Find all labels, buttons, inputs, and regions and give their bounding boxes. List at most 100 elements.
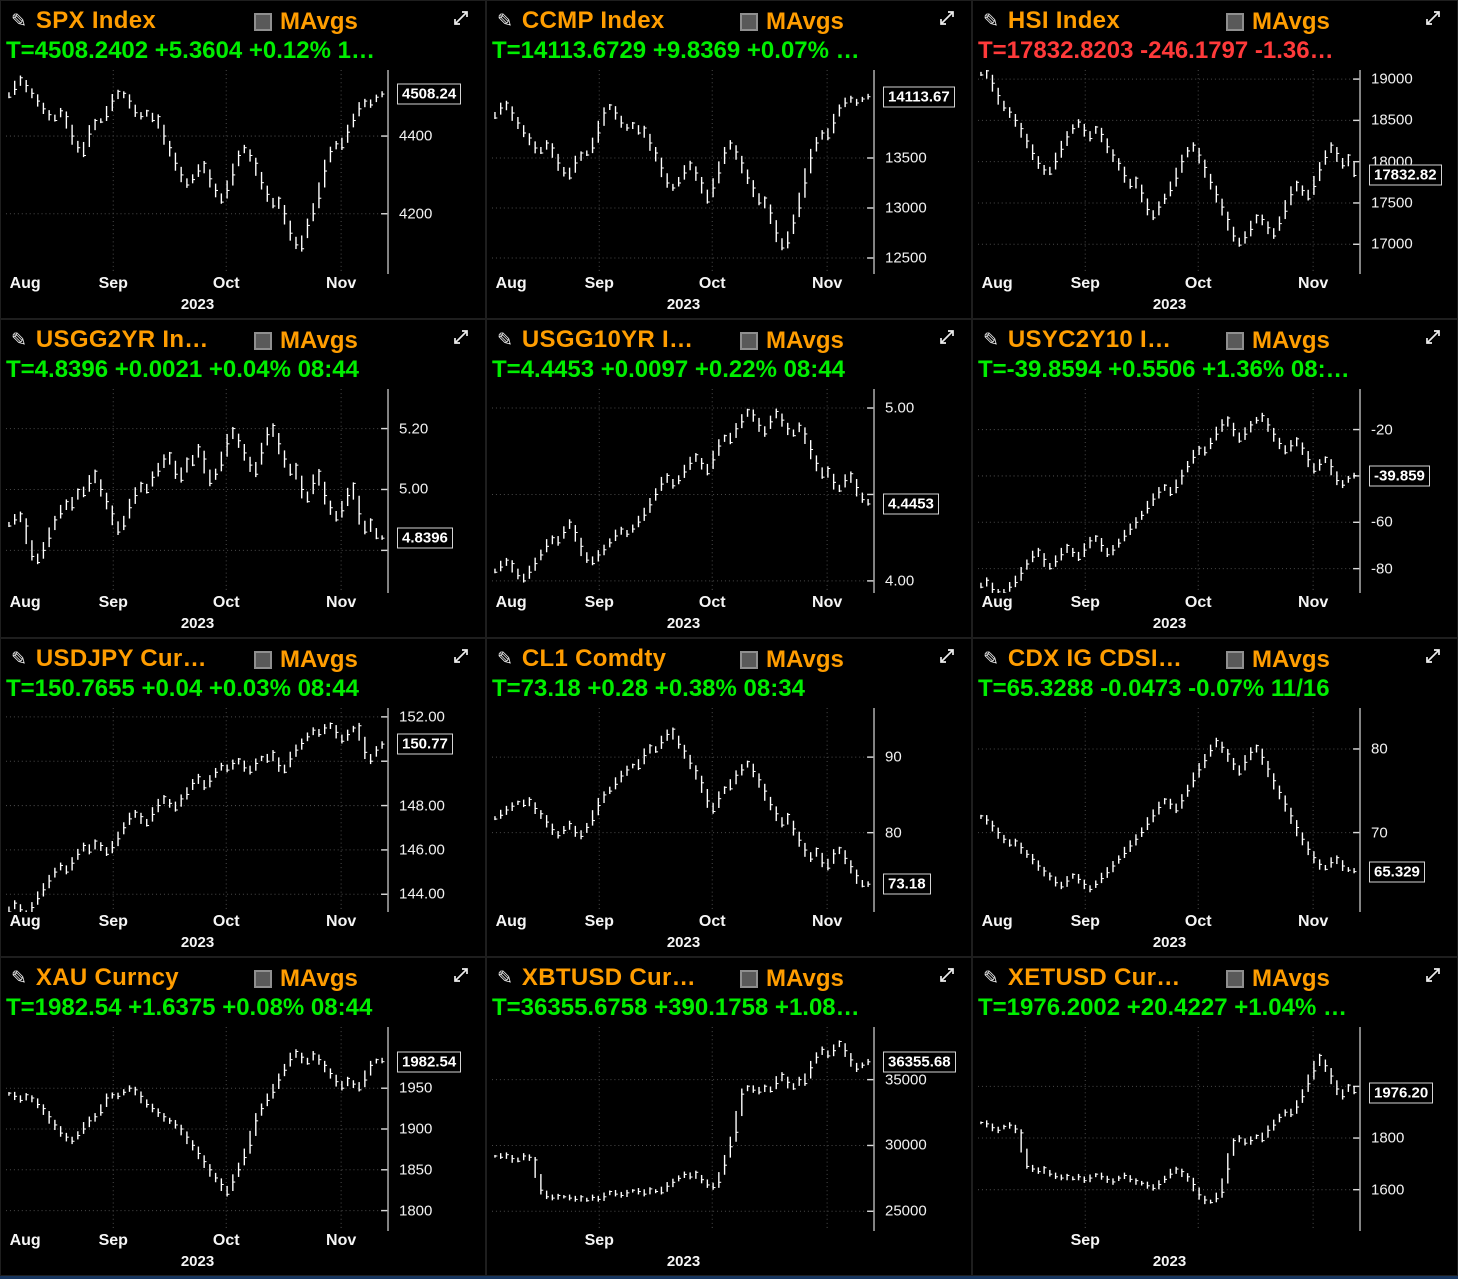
last-price-label: 17832.82: [1369, 164, 1442, 186]
mavgs-toggle[interactable]: MAvgs: [254, 8, 358, 36]
ticker-title[interactable]: HSI Index: [1007, 7, 1120, 34]
mavgs-toggle[interactable]: MAvgs: [1226, 965, 1330, 993]
panel-header: ✎ USGG10YR I… MAvgs: [492, 324, 969, 356]
x-axis-month-label: Sep: [584, 913, 614, 930]
mavgs-checkbox[interactable]: [740, 13, 759, 31]
annotate-pencil-icon[interactable]: ✎: [983, 967, 999, 989]
annotate-pencil-icon[interactable]: ✎: [497, 967, 513, 989]
expand-icon[interactable]: [451, 8, 471, 28]
ticker-title[interactable]: USDJPY Cur…: [35, 645, 207, 672]
last-trade-readout: T=4.4453 +0.0097 +0.22% 08:44: [492, 356, 845, 383]
annotate-pencil-icon[interactable]: ✎: [983, 10, 999, 32]
price-chart[interactable]: [6, 389, 389, 593]
y-axis-tick-label: 17500: [1371, 194, 1413, 212]
last-price-label: 4.8396: [397, 527, 453, 549]
annotate-pencil-icon[interactable]: ✎: [11, 967, 27, 989]
mavgs-toggle[interactable]: MAvgs: [740, 327, 844, 355]
mavgs-checkbox[interactable]: [740, 332, 759, 350]
x-axis-month-label: Aug: [9, 1232, 41, 1249]
ticker-title[interactable]: USGG2YR In…: [35, 326, 209, 353]
annotate-pencil-icon[interactable]: ✎: [983, 329, 999, 351]
price-chart[interactable]: [492, 70, 875, 274]
expand-icon[interactable]: [451, 327, 471, 347]
ticker-title[interactable]: USGG10YR I…: [521, 326, 694, 353]
panel-header: ✎ USYC2Y10 I… MAvgs: [978, 324, 1455, 356]
price-chart[interactable]: [492, 708, 875, 912]
chart-area: 1950 1900 1850 1800 1982.54: [6, 1027, 483, 1231]
annotate-pencil-icon[interactable]: ✎: [983, 648, 999, 670]
y-axis-tick-label: -60: [1371, 513, 1393, 531]
price-chart[interactable]: [6, 70, 389, 274]
last-price-label: 4508.24: [397, 83, 462, 105]
mavgs-toggle[interactable]: MAvgs: [740, 8, 844, 36]
price-chart[interactable]: [6, 708, 389, 912]
ticker-title[interactable]: XBTUSD Cur…: [521, 964, 696, 991]
mavgs-toggle[interactable]: MAvgs: [254, 646, 358, 674]
mavgs-toggle[interactable]: MAvgs: [1226, 646, 1330, 674]
year-label: 2023: [180, 615, 215, 632]
panel-header: ✎ USDJPY Cur… MAvgs: [6, 643, 483, 675]
mavgs-checkbox[interactable]: [1226, 651, 1245, 669]
annotate-pencil-icon[interactable]: ✎: [11, 10, 27, 32]
year-label-row: 2023: [6, 296, 389, 316]
price-chart[interactable]: [978, 1027, 1361, 1231]
expand-icon[interactable]: [451, 965, 471, 985]
mavgs-toggle[interactable]: MAvgs: [740, 965, 844, 993]
annotate-pencil-icon[interactable]: ✎: [497, 329, 513, 351]
x-axis: Aug Sep Oct Nov: [978, 912, 1361, 934]
ticker-title[interactable]: CDX IG CDSI…: [1007, 645, 1183, 672]
mavgs-checkbox[interactable]: [254, 13, 273, 31]
annotate-pencil-icon[interactable]: ✎: [11, 648, 27, 670]
x-axis-month-label: Sep: [584, 275, 614, 292]
mavgs-checkbox[interactable]: [1226, 970, 1245, 988]
expand-icon[interactable]: [1423, 965, 1443, 985]
price-chart[interactable]: [6, 1027, 389, 1231]
expand-icon[interactable]: [451, 646, 471, 666]
x-axis-month-label: Nov: [812, 275, 843, 292]
annotate-pencil-icon[interactable]: ✎: [497, 10, 513, 32]
price-chart[interactable]: [978, 70, 1361, 274]
price-chart[interactable]: [978, 389, 1361, 593]
expand-icon[interactable]: [1423, 8, 1443, 28]
expand-icon[interactable]: [937, 8, 957, 28]
mavgs-toggle[interactable]: MAvgs: [740, 646, 844, 674]
year-label-row: 2023: [492, 1253, 875, 1273]
annotate-pencil-icon[interactable]: ✎: [11, 329, 27, 351]
mavgs-checkbox[interactable]: [254, 332, 273, 350]
ticker-title[interactable]: CCMP Index: [521, 7, 665, 34]
ticker-title[interactable]: CL1 Comdty: [521, 645, 667, 672]
y-axis: 90 80: [875, 708, 969, 912]
expand-icon[interactable]: [1423, 646, 1443, 666]
ticker-title[interactable]: XAU Curncy: [35, 964, 179, 991]
expand-icon[interactable]: [937, 327, 957, 347]
mavgs-checkbox[interactable]: [1226, 332, 1245, 350]
mavgs-toggle[interactable]: MAvgs: [254, 965, 358, 993]
ticker-title[interactable]: XETUSD Cur…: [1007, 964, 1181, 991]
annotate-pencil-icon[interactable]: ✎: [497, 648, 513, 670]
mavgs-checkbox[interactable]: [254, 970, 273, 988]
mavgs-checkbox[interactable]: [1226, 13, 1245, 31]
price-chart[interactable]: [492, 1027, 875, 1231]
chart-area: 5.20 5.00 4.8396: [6, 389, 483, 593]
expand-icon[interactable]: [937, 965, 957, 985]
ticker-title[interactable]: USYC2Y10 I…: [1007, 326, 1172, 353]
x-axis-month-label: Aug: [981, 594, 1013, 611]
ticker-title[interactable]: SPX Index: [35, 7, 156, 34]
price-chart[interactable]: [978, 708, 1361, 912]
y-axis-tick-label: 1900: [399, 1120, 433, 1138]
expand-icon[interactable]: [1423, 327, 1443, 347]
mavgs-toggle[interactable]: MAvgs: [1226, 327, 1330, 355]
mavgs-toggle[interactable]: MAvgs: [254, 327, 358, 355]
mavgs-checkbox[interactable]: [254, 651, 273, 669]
price-chart[interactable]: [492, 389, 875, 593]
mavgs-checkbox[interactable]: [740, 651, 759, 669]
mavgs-toggle[interactable]: MAvgs: [1226, 8, 1330, 36]
x-axis-month-label: Nov: [326, 913, 357, 930]
x-axis-month-label: Oct: [698, 594, 726, 611]
x-axis-month-label: Oct: [212, 275, 240, 292]
expand-icon[interactable]: [937, 646, 957, 666]
mavgs-checkbox[interactable]: [740, 970, 759, 988]
y-axis-tick-label: 70: [1371, 824, 1388, 842]
x-axis-month-label: Oct: [212, 1232, 240, 1249]
year-label: 2023: [1152, 296, 1187, 313]
